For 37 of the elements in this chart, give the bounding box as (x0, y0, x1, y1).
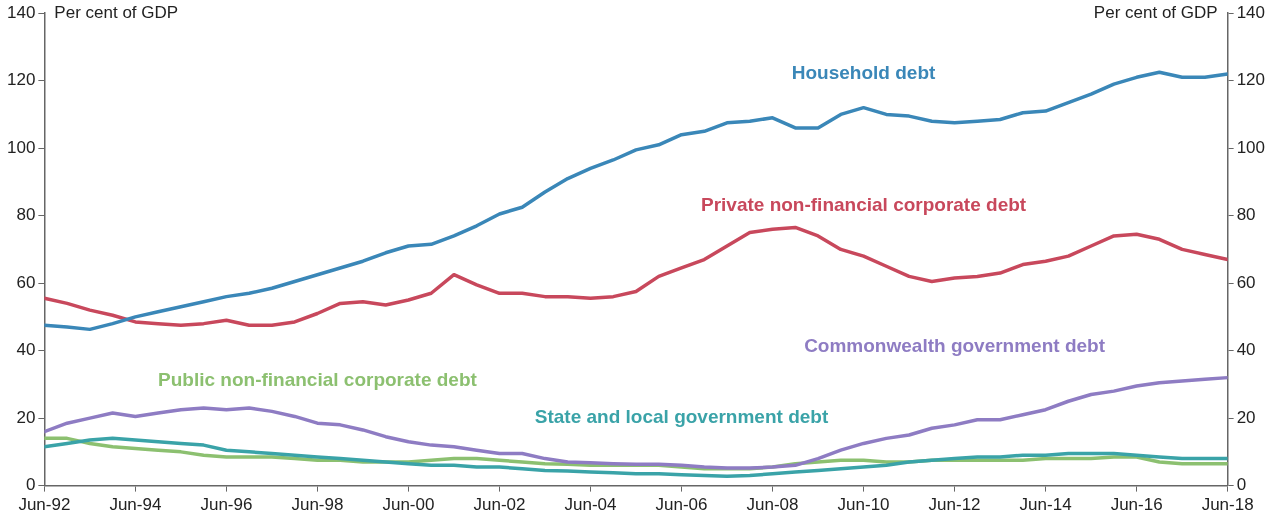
y2-axis-title: Per cent of GDP (1093, 2, 1218, 22)
x-tick-label: Jun-12 (928, 495, 981, 515)
y2-tick-label: 20 (1236, 407, 1256, 427)
text: State and local government debt (534, 406, 829, 428)
y-tick-label: 140 (6, 2, 36, 22)
y-tick-label: 40 (16, 340, 36, 360)
y-tick-label: 0 (25, 475, 36, 495)
x-tick-label: Jun-04 (564, 495, 617, 515)
x-tick-label: Jun-10 (837, 495, 890, 515)
y-tick-label: 60 (16, 272, 36, 292)
x-tick-label: Jun-14 (1019, 495, 1072, 515)
x-tick-label: Jun-94 (109, 495, 162, 515)
x-tick-label: Jun-18 (1201, 495, 1254, 515)
x-tick-label: Jun-06 (655, 495, 708, 515)
y2-tick-label: 60 (1236, 272, 1256, 292)
y2-tick-label: 40 (1236, 340, 1256, 360)
text: Private non-financial corporate debt (700, 193, 1027, 215)
x-tick-label: Jun-02 (473, 495, 526, 515)
series-label: Household debt (791, 62, 936, 84)
y-tick-label: 100 (6, 137, 36, 157)
y-tick-label: 20 (16, 407, 36, 427)
y2-tick-label: 100 (1236, 137, 1266, 157)
x-tick-label: Jun-16 (1110, 495, 1163, 515)
series-label: Commonwealth government debt (804, 335, 1106, 357)
y-tick-label: 80 (16, 205, 36, 225)
x-tick-label: Jun-08 (746, 495, 799, 515)
x-tick-label: Jun-96 (200, 495, 253, 515)
x-tick-label: Jun-92 (18, 495, 71, 515)
y-tick-label: 120 (6, 70, 36, 90)
y-axis-title: Per cent of GDP (54, 2, 179, 22)
x-tick-label: Jun-00 (382, 495, 435, 515)
y2-tick-label: 0 (1236, 475, 1247, 495)
y2-tick-label: 120 (1236, 70, 1266, 90)
y2-tick-label: 80 (1236, 205, 1256, 225)
y2-tick-label: 140 (1236, 2, 1266, 22)
x-tick-label: Jun-98 (291, 495, 344, 515)
text: Public non-financial corporate debt (158, 369, 478, 391)
